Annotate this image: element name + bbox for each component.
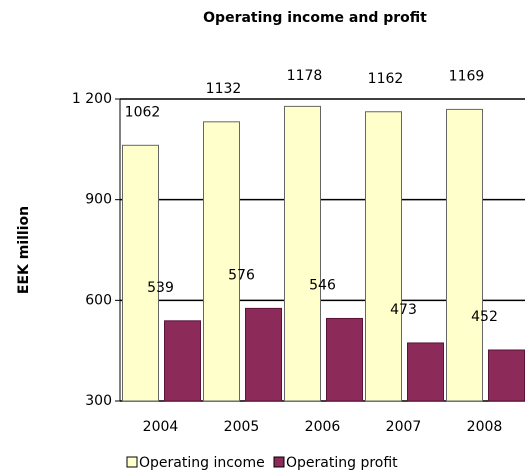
x-tick-label: 2007 xyxy=(386,419,422,435)
data-label: 473 xyxy=(390,302,417,318)
bar xyxy=(122,144,159,402)
legend-swatch xyxy=(126,456,138,468)
data-label: 546 xyxy=(309,277,336,293)
chart-title: Operating income and profit xyxy=(203,10,427,26)
data-label: 1062 xyxy=(125,104,161,120)
bar xyxy=(284,105,321,402)
x-tick-label: 2008 xyxy=(467,419,503,435)
bar xyxy=(326,317,363,402)
x-tick-label: 2004 xyxy=(143,419,179,435)
y-tick-label: 1 200 xyxy=(72,91,112,107)
bar xyxy=(365,111,402,402)
x-tick-label: 2006 xyxy=(305,419,341,435)
data-label: 452 xyxy=(471,309,498,325)
bar xyxy=(245,307,282,402)
bar xyxy=(446,108,483,402)
data-label: 539 xyxy=(147,280,174,296)
y-axis-label: EEK million xyxy=(16,206,32,294)
bar xyxy=(164,320,201,402)
data-label: 576 xyxy=(228,267,255,283)
data-label: 1162 xyxy=(368,71,404,87)
data-label: 1178 xyxy=(287,68,323,84)
legend-swatch xyxy=(273,456,285,468)
bar xyxy=(488,349,525,402)
y-tick-label: 900 xyxy=(85,192,112,208)
data-label: 1169 xyxy=(449,68,485,84)
data-label: 1132 xyxy=(206,81,242,97)
x-tick-label: 2005 xyxy=(224,419,260,435)
y-tick-label: 300 xyxy=(85,393,112,409)
legend-label: Operating income xyxy=(139,455,265,471)
y-tick-label: 600 xyxy=(85,292,112,308)
bar xyxy=(203,121,240,402)
bar xyxy=(407,342,444,402)
legend-label: Operating profit xyxy=(286,455,398,471)
